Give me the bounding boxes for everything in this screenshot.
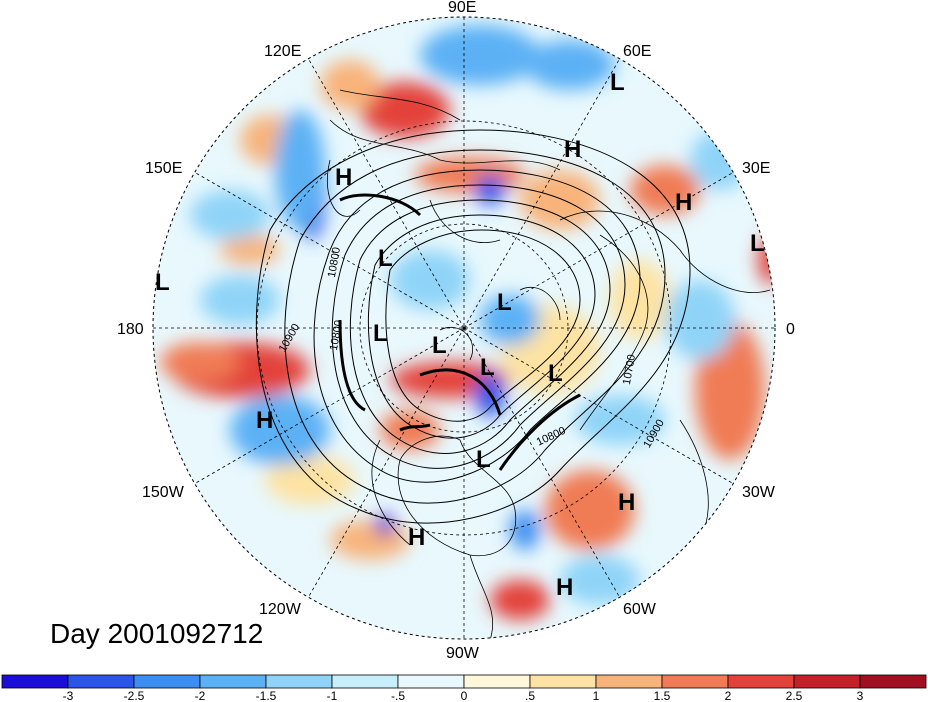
colorbar-tick-label: 3 xyxy=(857,689,864,702)
pressure-center-high: H xyxy=(335,164,352,191)
contour-label: 10700 xyxy=(621,354,638,386)
colorbar-tick-label: .5 xyxy=(525,689,535,702)
colorbar-tick-label: 1 xyxy=(593,689,600,702)
colorbar-tick-label: -.5 xyxy=(391,689,405,702)
colorbar-swatch xyxy=(727,674,795,689)
pressure-center-low: L xyxy=(476,446,491,473)
pressure-center-low: L xyxy=(378,245,393,272)
pressure-center-low: L xyxy=(480,354,495,381)
colorbar-tick-label: -1.5 xyxy=(256,689,277,702)
lon-label-90e: 90E xyxy=(448,0,476,16)
colorbar-swatch xyxy=(529,674,597,689)
colorbar-tick-label: 2 xyxy=(725,689,732,702)
pressure-center-low: L xyxy=(548,360,563,387)
pressure-center-low: L xyxy=(497,289,512,316)
pressure-center-low: L xyxy=(155,269,170,296)
colorbar-swatch xyxy=(859,674,927,689)
colorbar-swatch xyxy=(463,674,531,689)
colorbar-swatch xyxy=(199,674,267,689)
colorbar-swatch xyxy=(331,674,399,689)
longitude-labels: 0 30E 60E 90E 120E 150E 180 150W 120W 90… xyxy=(117,0,795,662)
graticule xyxy=(153,17,775,639)
lon-label-120e: 120E xyxy=(264,43,301,60)
lon-label-60e: 60E xyxy=(623,43,651,60)
colorbar: -3 -2.5 -2 -1.5 -1 -.5 0 .5 1 1.5 2 2.5 3 xyxy=(1,674,927,702)
lon-label-150w: 150W xyxy=(142,484,185,501)
date-title: Day 2001092712 xyxy=(50,618,264,649)
pressure-center-low: L xyxy=(610,69,625,96)
pressure-center-high: H xyxy=(675,189,692,216)
colorbar-tick-label: -3 xyxy=(63,689,74,702)
lon-label-0: 0 xyxy=(786,321,795,338)
colorbar-swatch xyxy=(793,674,861,689)
colorbar-tick-label: -1 xyxy=(327,689,338,702)
lon-label-90w: 90W xyxy=(446,645,480,662)
pressure-center-high: H xyxy=(556,574,573,601)
anomaly-shading xyxy=(153,17,775,639)
lon-label-150e: 150E xyxy=(145,160,182,177)
map-boundary xyxy=(152,16,776,640)
lon-label-60w: 60W xyxy=(623,601,657,618)
coastlines xyxy=(326,89,771,639)
colorbar-swatch xyxy=(595,674,663,689)
pressure-center-high: H xyxy=(618,489,635,516)
colorbar-tick-label: 1.5 xyxy=(654,689,671,702)
colorbar-swatch xyxy=(133,674,201,689)
lon-label-180: 180 xyxy=(117,321,144,338)
colorbar-tick-label: 0 xyxy=(461,689,468,702)
colorbar-swatch xyxy=(397,674,465,689)
pressure-center-low: L xyxy=(750,230,765,257)
lon-label-30e: 30E xyxy=(742,160,770,177)
colorbar-swatch xyxy=(67,674,135,689)
pressure-center-high: H xyxy=(256,407,273,434)
pressure-center-low: L xyxy=(432,332,447,359)
contour-label: 10800 xyxy=(326,246,343,278)
lon-label-120w: 120W xyxy=(259,601,302,618)
colorbar-tick-label: -2 xyxy=(195,689,206,702)
pressure-centers: L H H L H L L L L L L L L H H H H xyxy=(155,69,765,601)
contour-label: 10800 xyxy=(328,319,345,351)
pressure-center-low: L xyxy=(373,320,388,347)
pressure-center-high: H xyxy=(408,524,425,551)
colorbar-tick-label: 2.5 xyxy=(786,689,803,702)
height-contours xyxy=(255,129,691,524)
colorbar-tick-label: -2.5 xyxy=(124,689,145,702)
colorbar-swatch xyxy=(1,674,69,689)
colorbar-swatch xyxy=(661,674,729,689)
lon-label-30w: 30W xyxy=(742,484,776,501)
colorbar-swatch xyxy=(265,674,333,689)
pressure-center-high: H xyxy=(564,136,581,163)
